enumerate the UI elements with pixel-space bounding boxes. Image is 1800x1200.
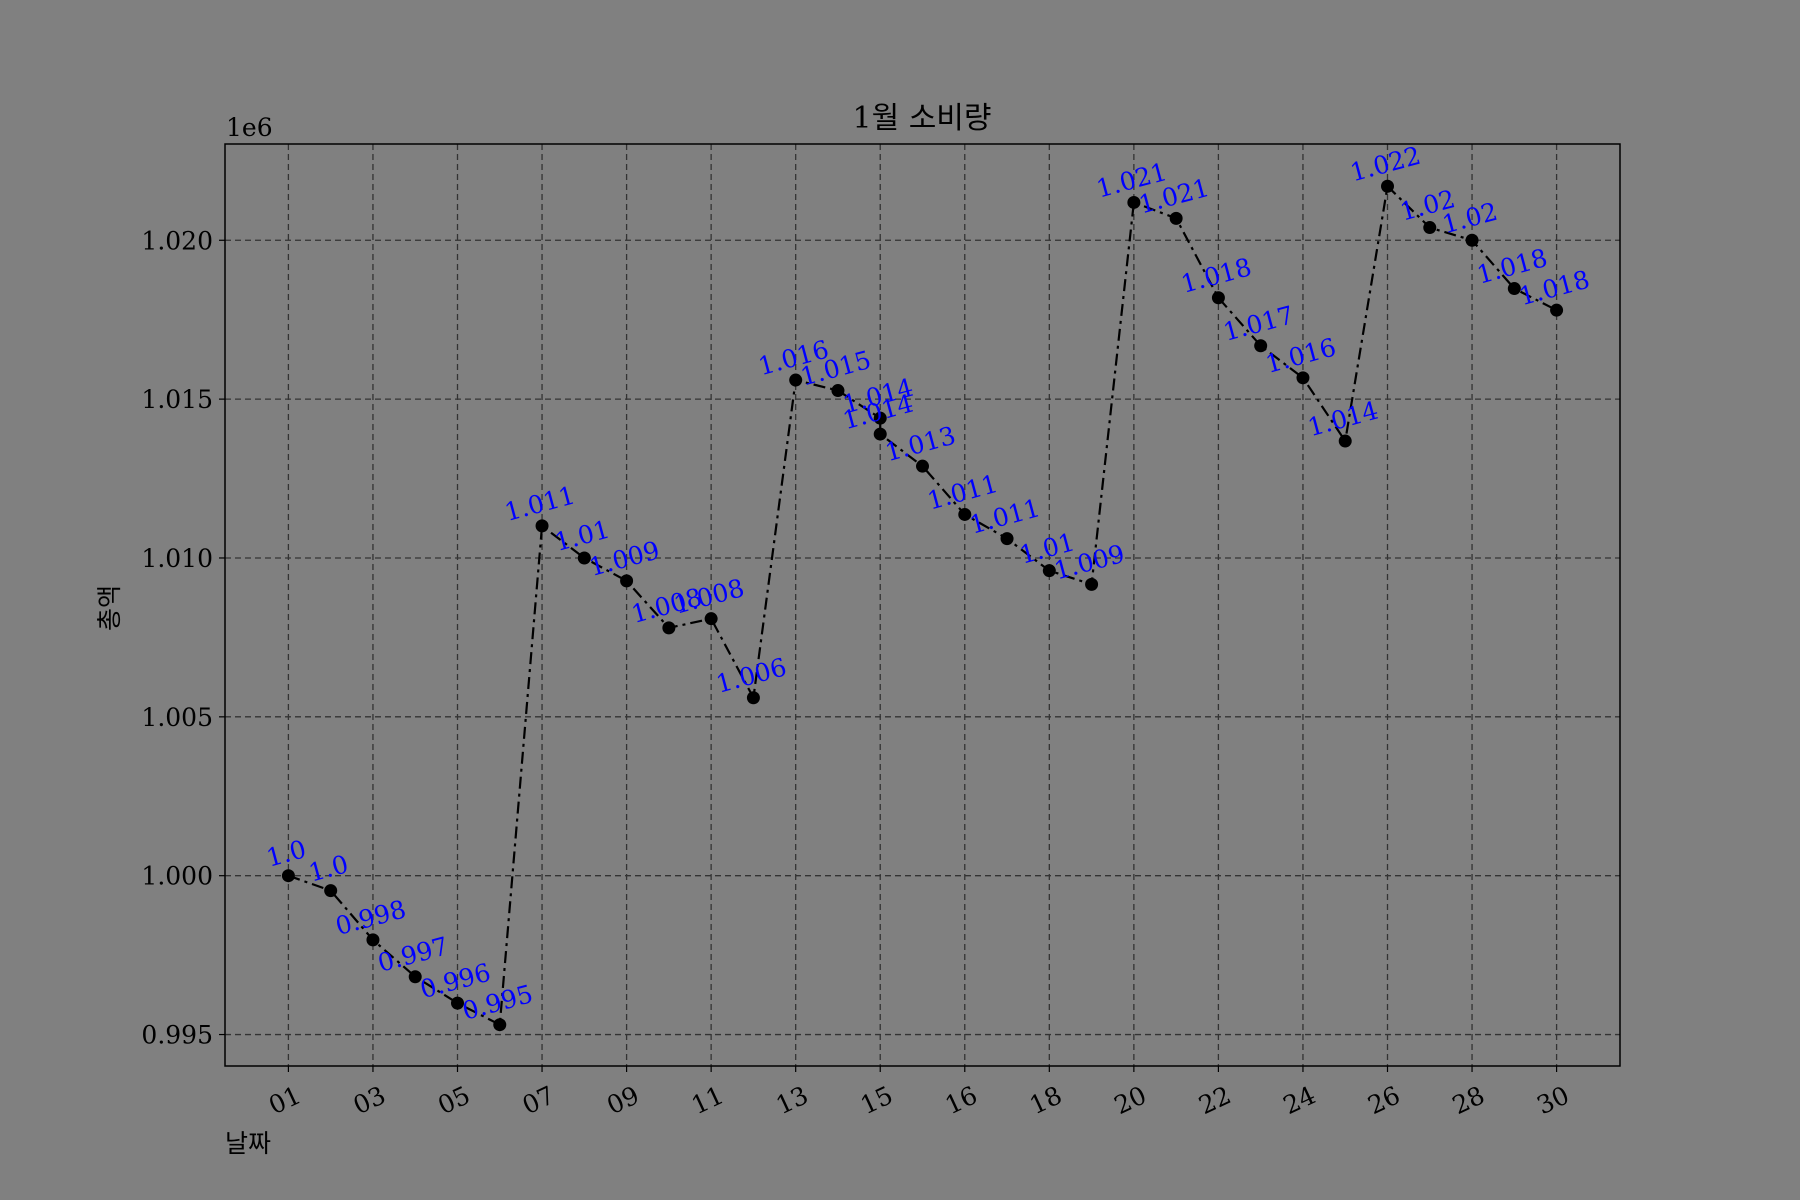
y-tick-label: 1.020 xyxy=(141,226,213,255)
data-point xyxy=(873,411,887,425)
data-point xyxy=(1042,564,1056,578)
data-point xyxy=(704,612,718,626)
data-point xyxy=(1127,195,1141,209)
data-point xyxy=(1211,291,1225,305)
data-point xyxy=(324,884,338,898)
data-point xyxy=(535,519,549,533)
data-point xyxy=(1507,282,1521,296)
data-point xyxy=(1550,303,1564,317)
data-point xyxy=(577,551,591,565)
data-point xyxy=(662,621,676,635)
data-point xyxy=(746,691,760,705)
data-point xyxy=(1338,434,1352,448)
data-point xyxy=(1381,179,1394,193)
data-point xyxy=(451,996,464,1010)
y-offset-label: 1e6 xyxy=(226,113,273,142)
data-point xyxy=(493,1018,507,1032)
data-point xyxy=(366,933,380,947)
data-point xyxy=(1423,221,1437,235)
y-tick-label: 0.995 xyxy=(141,1021,213,1050)
data-point xyxy=(1000,532,1014,546)
plot-frame xyxy=(224,143,1621,1067)
data-point xyxy=(1085,577,1099,591)
x-axis-label: 날짜 xyxy=(225,1129,271,1158)
data-point xyxy=(1254,339,1268,353)
y-tick-label: 1.010 xyxy=(141,544,213,573)
data-point xyxy=(916,459,929,473)
data-point xyxy=(831,384,845,398)
chart-title: 1월 소비량 xyxy=(852,101,991,136)
data-point xyxy=(281,869,295,883)
data-point xyxy=(620,574,634,588)
data-point xyxy=(789,373,803,387)
data-point xyxy=(1296,371,1310,385)
data-point xyxy=(958,507,972,521)
y-tick-label: 1.000 xyxy=(141,862,213,891)
data-point xyxy=(1169,211,1183,225)
data-point xyxy=(873,427,887,441)
data-point xyxy=(1465,233,1479,247)
y-axis-label: 총액 xyxy=(95,585,124,631)
y-tick-label: 1.015 xyxy=(141,385,213,414)
y-tick-label: 1.005 xyxy=(141,703,213,732)
data-point xyxy=(408,970,422,984)
data-line xyxy=(288,183,1558,1027)
